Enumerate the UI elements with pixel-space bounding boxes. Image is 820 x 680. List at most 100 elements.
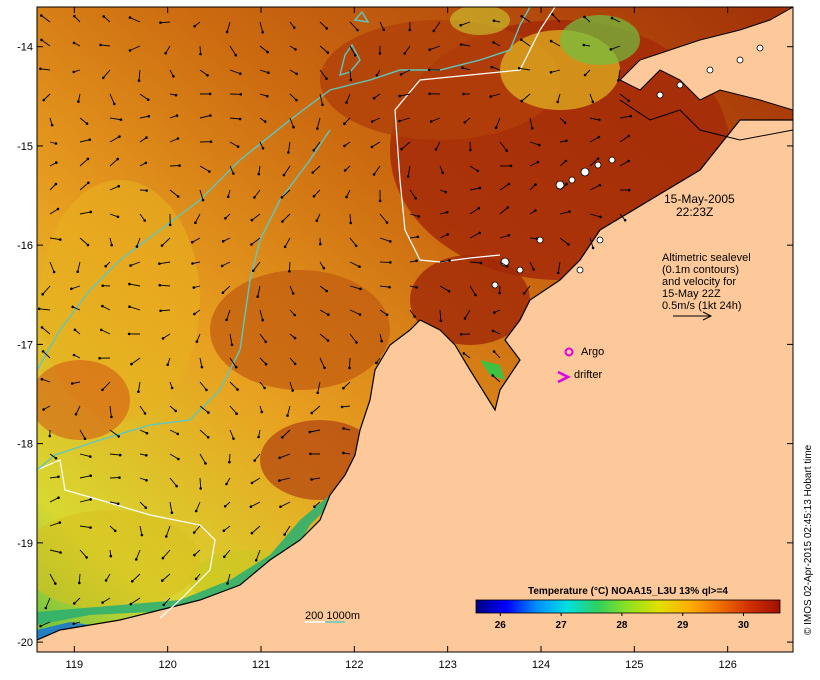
velocity-arrow-head [193,24,196,28]
velocity-arrow [79,182,89,191]
velocity-arrow-head [137,79,141,82]
lon-tick-label: 121 [252,659,270,671]
velocity-arrow-head [89,526,92,529]
velocity-arrow [279,477,291,482]
velocity-arrow-head [209,140,213,143]
velocity-arrow [346,189,351,198]
velocity-arrow [79,211,91,215]
velocity-arrow-head [345,195,348,199]
velocity-arrow [372,117,381,122]
copyright-label: © IMOS 02-Apr-2015 02:45:13 Hobart time [803,444,814,635]
velocity-arrow-head [116,502,120,506]
velocity-arrow-head [146,98,150,101]
velocity-arrow-head [89,498,92,501]
lon-tick-label: 123 [438,659,456,671]
velocity-arrow-head [427,68,431,72]
velocity-arrow [109,405,112,417]
velocity-arrow-head [117,435,120,438]
velocity-arrow [313,189,321,197]
velocity-arrow-head [629,114,633,118]
velocity-arrow [589,93,594,102]
velocity-arrow [619,213,626,221]
velocity-arrow-head [278,479,281,482]
velocity-arrow [319,357,325,368]
velocity-arrow-head [462,352,466,355]
velocity-arrow-head [252,269,255,273]
velocity-arrow-head [118,476,121,479]
velocity-arrow-head [477,206,481,210]
velocity-arrow [319,285,327,292]
velocity-arrow-head [40,14,43,17]
velocity-arrow-head [549,39,553,43]
velocity-arrow-head [256,295,260,298]
velocity-arrow [521,93,531,102]
velocity-arrow [429,45,441,51]
velocity-arrow [109,501,119,505]
velocity-arrow-head [492,350,496,353]
velocity-arrow-head [86,243,90,247]
velocity-arrow-head [73,14,76,18]
velocity-arrow-head [175,484,178,488]
velocity-arrow-head [207,411,210,414]
velocity-arrow-head [257,435,260,439]
velocity-arrow [529,261,535,270]
velocity-arrow-head [429,120,433,123]
velocity-arrow-head [250,243,253,246]
velocity-arrow-head [127,332,131,336]
velocity-arrow-head [116,215,120,219]
velocity-arrow-head [266,94,269,98]
velocity-arrow [229,165,234,174]
velocity-arrow [193,525,201,533]
velocity-arrow [199,165,210,172]
lat-tick-label: -15 [17,141,33,153]
velocity-arrow [137,381,141,392]
velocity-arrow-head [291,389,295,392]
velocity-arrow-head [498,291,501,295]
velocity-arrow-head [388,285,391,289]
velocity-arrow-head [206,74,209,77]
plot-frame [36,6,794,653]
velocity-arrow-head [89,210,93,214]
velocity-arrow [319,93,323,105]
velocity-arrow [45,597,51,609]
velocity-arrow [379,21,385,30]
velocity-arrow [199,189,204,201]
velocity-arrow-head [591,246,595,250]
velocity-arrow-head [113,529,117,533]
velocity-arrow [344,117,351,125]
velocity-arrow [229,429,234,439]
velocity-arrow-head [358,313,362,316]
velocity-arrow [195,213,201,223]
velocity-arrow-head [371,120,374,123]
velocity-arrow-head [567,243,570,246]
velocity-arrow [109,93,115,105]
velocity-arrow-head [355,341,358,344]
velocity-arrow-head [349,221,353,225]
velocity-arrow [469,232,480,239]
velocity-arrow-head [162,603,166,607]
velocity-arrow [610,45,621,50]
velocity-arrow [251,237,261,245]
velocity-arrow [619,160,629,167]
velocity-arrow [72,306,81,311]
velocity-arrow-head [565,139,568,143]
velocity-arrow [409,189,416,199]
velocity-arrow-head [110,243,113,247]
velocity-arrow [75,405,81,415]
velocity-arrow-head [617,79,620,82]
velocity-arrow-head [463,317,467,320]
velocity-arrow [159,261,171,265]
velocity-arrow-head [73,602,76,605]
velocity-arrow-head [535,237,539,240]
velocity-arrow-head [382,28,386,32]
velocity-arrow [349,213,352,223]
velocity-arrow-head [563,121,567,124]
velocity-arrow-head [627,159,630,163]
velocity-arrow-head [340,405,344,409]
velocity-arrow-head [261,318,265,322]
velocity-arrow [619,135,630,143]
velocity-arrow-head [101,388,104,392]
velocity-arrow [102,305,111,311]
velocity-arrow-head [192,286,196,289]
